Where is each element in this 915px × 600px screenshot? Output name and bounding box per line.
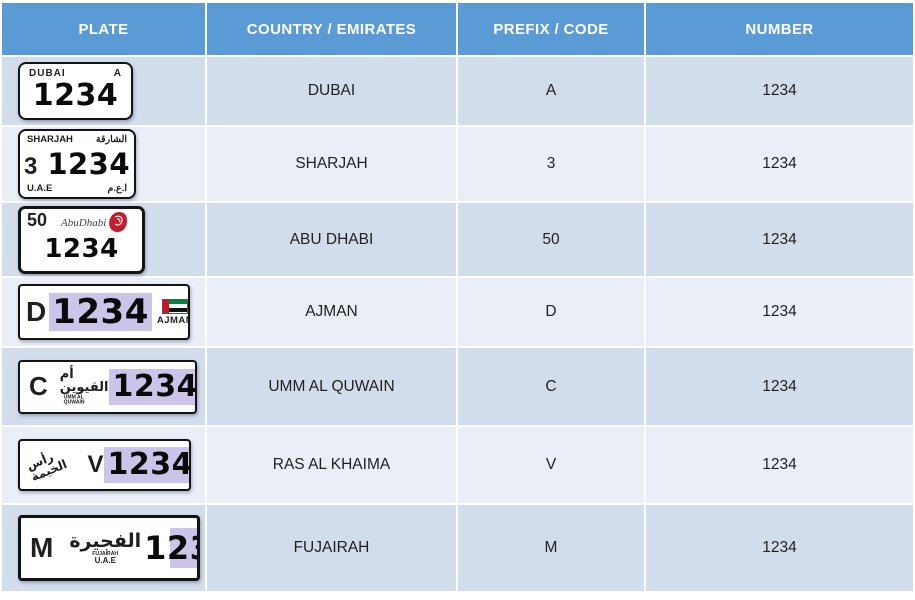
plate-emirate-label-arabic: الشارقة: [95, 134, 127, 145]
plate-code: C: [29, 371, 48, 401]
prefix-cell: M: [458, 505, 644, 591]
header-prefix-code: PREFIX / CODE: [458, 3, 644, 55]
plate-cell: M الفجيرة FUJAIRAH U.A.E 1234: [2, 505, 205, 591]
prefix-cell: D: [458, 278, 644, 346]
umm-al-quwain-emblem: أم القيوين UMM AL QUWAIN: [60, 368, 109, 406]
plate-number: 1234: [32, 78, 119, 113]
plate-cell: 50 AbuDhabi 1234: [2, 203, 205, 276]
abu-dhabi-plate-image: 50 AbuDhabi 1234: [18, 205, 145, 274]
plate-number: 1234: [44, 233, 119, 264]
plate-number: 1234: [141, 528, 197, 568]
plate-cell: C أم القيوين UMM AL QUWAIN 1234: [2, 348, 205, 425]
emblem-arabic-calligraphy: رأس الخيمة: [24, 449, 70, 485]
table-row-dubai: DUBAI A 1234 DUBAI A 1234: [2, 57, 913, 125]
table-row-ras-al-khaima: رأس الخيمة V 1234 RAS AL KHAIMA V 1234: [2, 427, 913, 503]
plate-cell: SHARJAH الشارقة 3 1234 U.A.E ا.ع.م: [2, 127, 205, 201]
plate-uae-label: U.A.E: [27, 183, 53, 194]
prefix-cell: 50: [458, 203, 644, 276]
plate-code: A: [113, 68, 122, 79]
plate-emirate-label: SHARJAH: [27, 134, 73, 145]
plate-number: 1234: [103, 447, 189, 483]
emirate-cell: FUJAIRAH: [207, 505, 456, 591]
emirate-cell: AJMAN: [207, 278, 456, 346]
dubai-plate-image: DUBAI A 1234: [18, 62, 133, 120]
emblem-arabic-calligraphy: الفجيرة: [69, 529, 142, 552]
number-cell: 1234: [646, 505, 913, 591]
header-number: NUMBER: [646, 3, 913, 55]
plate-code: M: [30, 532, 54, 563]
plate-code: 3: [23, 152, 38, 180]
number-cell: 1234: [646, 127, 913, 201]
fujairah-emblem: الفجيرة FUJAIRAH U.A.E: [69, 529, 142, 565]
emirate-cell: DUBAI: [207, 57, 456, 125]
emblem-label: FUJAIRAH: [92, 550, 119, 557]
plate-emirate-script: AbuDhabi: [61, 216, 107, 229]
emblem-label: UMM AL QUWAIN: [63, 394, 85, 405]
table-row-abu-dhabi: 50 AbuDhabi 1234 ABU DHABI 50 1234: [2, 203, 913, 276]
sharjah-plate-image: SHARJAH الشارقة 3 1234 U.A.E ا.ع.م: [18, 129, 136, 199]
table-row-umm-al-quwain: C أم القيوين UMM AL QUWAIN 1234 UMM AL Q…: [2, 348, 913, 425]
emirate-cell: SHARJAH: [207, 127, 456, 201]
number-cell: 1234: [646, 348, 913, 425]
uae-flag-icon: [162, 298, 188, 314]
header-country-emirates: COUNTRY / EMIRATES: [207, 3, 456, 55]
emblem-arabic-calligraphy: أم القيوين: [59, 366, 109, 395]
plate-cell: رأس الخيمة V 1234: [2, 427, 205, 503]
ras-al-khaima-plate-image: رأس الخيمة V 1234: [18, 439, 191, 491]
table-row-ajman: D 1234 AJMAN AJMAN D 1234: [2, 278, 913, 346]
ras-al-khaima-emblem: رأس الخيمة: [24, 450, 69, 484]
number-cell: 1234: [646, 278, 913, 346]
umm-al-quwain-plate-image: C أم القيوين UMM AL QUWAIN 1234: [18, 359, 197, 414]
header-plate: PLATE: [2, 3, 205, 55]
plate-number: 1234: [108, 368, 195, 405]
table-header-row: PLATE COUNTRY / EMIRATES PREFIX / CODE N…: [2, 3, 913, 55]
plate-uae-label: U.A.E: [94, 555, 116, 565]
plate-number: 1234: [49, 293, 152, 331]
emirate-cell: ABU DHABI: [207, 203, 456, 276]
plate-code: D: [26, 296, 47, 327]
ajman-plate-image: D 1234 AJMAN: [18, 284, 190, 340]
prefix-cell: A: [458, 57, 644, 125]
plate-code: V: [87, 451, 104, 478]
table-row-fujairah: M الفجيرة FUJAIRAH U.A.E 1234 FUJAIRAH M…: [2, 505, 913, 591]
plate-cell: DUBAI A 1234: [2, 57, 205, 125]
plate-cell: D 1234 AJMAN: [2, 278, 205, 346]
fujairah-plate-image: M الفجيرة FUJAIRAH U.A.E 1234: [18, 515, 200, 581]
emirate-cell: RAS AL KHAIMA: [207, 427, 456, 503]
plate-emirate-label: DUBAI: [29, 68, 66, 79]
plate-uae-label-arabic: ا.ع.م: [107, 183, 127, 194]
number-cell: 1234: [646, 427, 913, 503]
table-row-sharjah: SHARJAH الشارقة 3 1234 U.A.E ا.ع.م SHARJ…: [2, 127, 913, 201]
number-cell: 1234: [646, 203, 913, 276]
plate-code: 50: [27, 209, 48, 230]
abu-dhabi-emblem-icon: [108, 211, 128, 238]
emirate-cell: UMM AL QUWAIN: [207, 348, 456, 425]
number-cell: 1234: [646, 57, 913, 125]
plate-emirate-label: AJMAN: [156, 314, 190, 326]
plate-number: 1234: [47, 146, 131, 181]
prefix-cell: V: [458, 427, 644, 503]
prefix-cell: 3: [458, 127, 644, 201]
prefix-cell: C: [458, 348, 644, 425]
